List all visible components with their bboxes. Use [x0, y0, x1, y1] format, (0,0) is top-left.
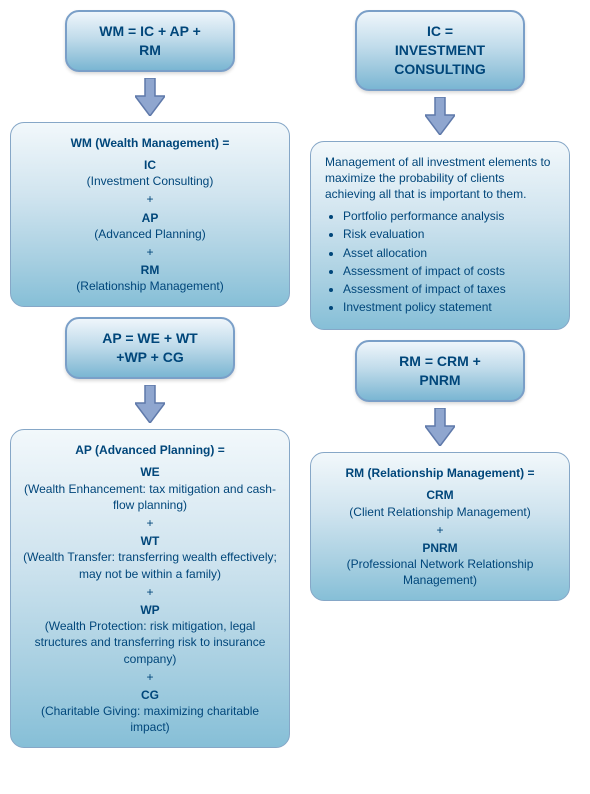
wm-rm-full: (Relationship Management): [21, 278, 279, 294]
rm-formula-box: RM = CRM + PNRM: [355, 340, 525, 402]
diagram-root: WM = IC + AP + RM WM (Wealth Management)…: [10, 10, 580, 748]
ic-detail-para: Management of all investment elements to…: [321, 154, 559, 203]
plus-sign: +: [21, 244, 279, 260]
arrow-down-icon: [425, 408, 455, 446]
ic-detail-box: Management of all investment elements to…: [310, 141, 570, 331]
ap-cg-full: (Charitable Giving: maximizing charitabl…: [21, 703, 279, 735]
wm-detail-box: WM (Wealth Management) = IC (Investment …: [10, 122, 290, 308]
wm-formula-line1: WM = IC + AP +: [81, 22, 219, 41]
plus-sign: +: [21, 515, 279, 531]
ap-detail-box: AP (Advanced Planning) = WE (Wealth Enha…: [10, 429, 290, 748]
ic-formula-line2: INVESTMENT: [371, 41, 509, 60]
left-column: WM = IC + AP + RM WM (Wealth Management)…: [10, 10, 290, 748]
wm-formula-box: WM = IC + AP + RM: [65, 10, 235, 72]
wm-formula-line2: RM: [81, 41, 219, 60]
ap-cg-abbr: CG: [21, 687, 279, 703]
rm-detail-title: RM (Relationship Management) =: [321, 465, 559, 481]
arrow-down-icon: [135, 385, 165, 423]
ic-bullet-item: Assessment of impact of taxes: [343, 281, 559, 297]
wm-ic-abbr: IC: [21, 157, 279, 173]
ap-formula-box: AP = WE + WT +WP + CG: [65, 317, 235, 379]
ap-wt-full: (Wealth Transfer: transferring wealth ef…: [21, 549, 279, 581]
right-column: IC = INVESTMENT CONSULTING Management of…: [310, 10, 570, 748]
ic-bullet-item: Risk evaluation: [343, 226, 559, 242]
rm-pnrm-abbr: PNRM: [321, 540, 559, 556]
ic-formula-box: IC = INVESTMENT CONSULTING: [355, 10, 525, 91]
plus-sign: +: [21, 191, 279, 207]
ic-formula-line1: IC =: [371, 22, 509, 41]
ic-bullet-item: Assessment of impact of costs: [343, 263, 559, 279]
ap-wt-abbr: WT: [21, 533, 279, 549]
wm-detail-title: WM (Wealth Management) =: [21, 135, 279, 151]
ap-formula-line2: +WP + CG: [81, 348, 219, 367]
ap-wp-full: (Wealth Protection: risk mitigation, leg…: [21, 618, 279, 667]
plus-sign: +: [321, 522, 559, 538]
ap-formula-line1: AP = WE + WT: [81, 329, 219, 348]
rm-formula-line1: RM = CRM +: [371, 352, 509, 371]
rm-detail-box: RM (Relationship Management) = CRM (Clie…: [310, 452, 570, 601]
ap-wp-abbr: WP: [21, 602, 279, 618]
ic-bullet-item: Asset allocation: [343, 245, 559, 261]
ic-bullet-item: Investment policy statement: [343, 299, 559, 315]
rm-pnrm-full: (Professional Network Relationship Manag…: [321, 556, 559, 588]
plus-sign: +: [21, 669, 279, 685]
ap-detail-title: AP (Advanced Planning) =: [21, 442, 279, 458]
wm-ap-abbr: AP: [21, 210, 279, 226]
ic-bullet-list: Portfolio performance analysis Risk eval…: [321, 208, 559, 315]
ic-formula-line3: CONSULTING: [371, 60, 509, 79]
wm-ap-full: (Advanced Planning): [21, 226, 279, 242]
arrow-down-icon: [135, 78, 165, 116]
plus-sign: +: [21, 584, 279, 600]
ic-bullet-item: Portfolio performance analysis: [343, 208, 559, 224]
ap-we-abbr: WE: [21, 464, 279, 480]
arrow-down-icon: [425, 97, 455, 135]
wm-ic-full: (Investment Consulting): [21, 173, 279, 189]
wm-rm-abbr: RM: [21, 262, 279, 278]
rm-formula-line2: PNRM: [371, 371, 509, 390]
rm-crm-full: (Client Relationship Management): [321, 504, 559, 520]
rm-crm-abbr: CRM: [321, 487, 559, 503]
ap-we-full: (Wealth Enhancement: tax mitigation and …: [21, 481, 279, 513]
